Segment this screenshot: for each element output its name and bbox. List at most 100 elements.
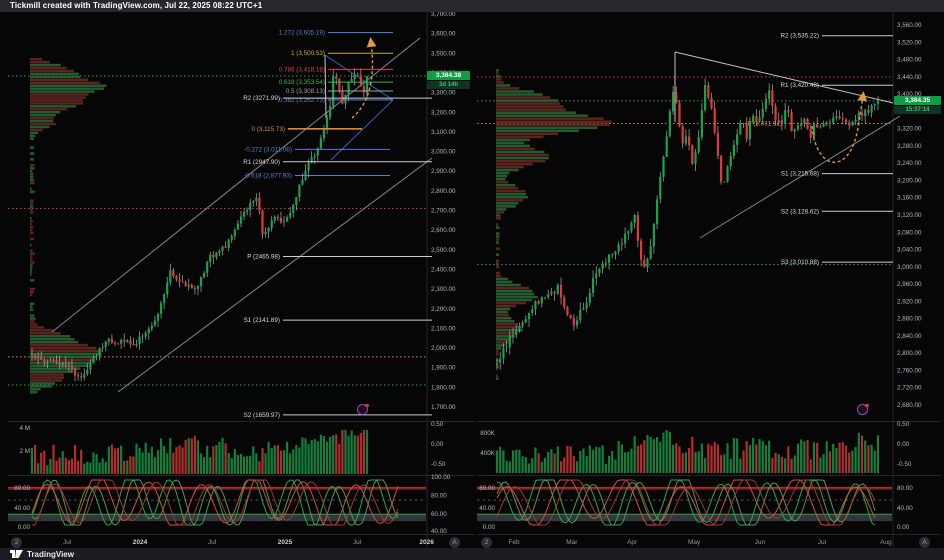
auto-scale-button[interactable]: A xyxy=(449,537,460,548)
time-tick: 2024 xyxy=(133,539,148,546)
fib-label: 0.5 (3,308.13) xyxy=(286,88,325,95)
fib-label: 0.786 (3,418.18) xyxy=(279,66,325,73)
price-tick: 2,200.00 xyxy=(431,306,456,313)
event-marker-icon[interactable] xyxy=(357,403,369,415)
time-tick: Jul xyxy=(208,539,217,546)
price-tick: 3,040.00 xyxy=(897,247,922,254)
price-tick: 2,880.00 xyxy=(897,316,922,323)
svg-text:0.00: 0.00 xyxy=(897,441,910,448)
price-tick: 3,240.00 xyxy=(897,160,922,167)
price-tick: 3,520.00 xyxy=(897,39,922,46)
fib-label: -0.272 (3,011.06) xyxy=(244,146,292,153)
fib-label: 0.382 (3,262.73) xyxy=(279,97,325,104)
price-tick: 3,440.00 xyxy=(897,74,922,81)
fib-label: -0.618 (2,877.93) xyxy=(244,173,292,180)
price-tick: 2,700.00 xyxy=(431,208,456,215)
price-tick: 3,280.00 xyxy=(897,143,922,150)
price-tick: 3,200.00 xyxy=(431,109,456,116)
fib-label: 0.618 (3,353.54) xyxy=(279,79,325,86)
pivot-label: S3 (3,010.88) xyxy=(781,259,819,266)
pivot-label: R2 (3271.99) xyxy=(243,95,280,102)
price-tick: 3,500.00 xyxy=(431,50,456,57)
price-tick: 3,120.00 xyxy=(897,212,922,219)
price-tick: 3,400.00 xyxy=(897,91,922,98)
event-marker-icon[interactable] xyxy=(857,403,869,415)
svg-text:400K: 400K xyxy=(480,450,496,457)
last-price-badge-right: 3,384.35 xyxy=(894,96,941,105)
pivot-label: P (2465.98) xyxy=(247,253,280,260)
pivot-label: S1 (2141.89) xyxy=(244,317,280,324)
fib-label: 1 (3,500.53) xyxy=(291,50,325,57)
svg-text:60.00: 60.00 xyxy=(431,511,447,518)
svg-text:4 M: 4 M xyxy=(20,425,31,432)
pivot-label: S1 (3,215.68) xyxy=(781,171,819,178)
price-tick: 3,000.00 xyxy=(431,149,456,156)
price-tick: 2,400.00 xyxy=(431,266,456,273)
svg-text:2 M: 2 M xyxy=(20,448,31,455)
time-tick: Aug xyxy=(880,539,892,546)
time-tick: Jun xyxy=(755,539,766,546)
svg-text:40.00: 40.00 xyxy=(897,505,913,512)
pivot-label: P (3,331.92) xyxy=(747,120,782,127)
price-tick: 3,300.00 xyxy=(431,90,456,97)
footer-bar: TradingView xyxy=(0,548,944,560)
svg-text:80.00: 80.00 xyxy=(431,493,447,500)
svg-text:-0.50: -0.50 xyxy=(897,461,912,468)
svg-text:100.00: 100.00 xyxy=(431,474,451,481)
price-tick: 3,160.00 xyxy=(897,195,922,202)
svg-text:80.00: 80.00 xyxy=(897,485,913,492)
price-tick: 2,800.00 xyxy=(897,350,922,357)
time-tick: May xyxy=(688,539,701,546)
price-tick: 3,560.00 xyxy=(897,22,922,29)
price-tick: 3,600.00 xyxy=(431,31,456,38)
watermark-text: Tickmill created with TradingView.com, J… xyxy=(10,1,263,10)
price-tick: 2,760.00 xyxy=(897,367,922,374)
price-tick: 2,840.00 xyxy=(897,333,922,340)
pivot-label: R1 (3,420.48) xyxy=(780,82,819,89)
price-tick: 3,700.00 xyxy=(431,11,456,18)
price-tick: 3,320.00 xyxy=(897,126,922,133)
svg-text:0.50: 0.50 xyxy=(431,421,444,428)
svg-text:0.50: 0.50 xyxy=(897,421,910,428)
time-tick: Feb xyxy=(508,539,520,546)
price-tick: 3,000.00 xyxy=(897,264,922,271)
footer-brand[interactable]: TradingView xyxy=(27,549,74,559)
svg-text:0.00: 0.00 xyxy=(483,524,496,531)
last-price-badge-left: 3,384.38 xyxy=(427,71,470,80)
price-tick: 1,900.00 xyxy=(431,365,456,372)
indicator-legend-toggle[interactable]: 2 xyxy=(481,537,492,548)
svg-text:0.00: 0.00 xyxy=(18,524,31,531)
price-tick: 3,080.00 xyxy=(897,229,922,236)
time-tick: 2026 xyxy=(419,539,434,546)
price-tick: 3,100.00 xyxy=(431,129,456,136)
price-tick: 2,920.00 xyxy=(897,298,922,305)
price-tick: 2,800.00 xyxy=(431,188,456,195)
time-tick: Jul xyxy=(63,539,72,546)
svg-text:80.00: 80.00 xyxy=(479,485,495,492)
price-tick: 2,000.00 xyxy=(431,345,456,352)
price-tick: 2,300.00 xyxy=(431,286,456,293)
svg-text:-0.50: -0.50 xyxy=(431,461,446,468)
price-tick: 2,720.00 xyxy=(897,385,922,392)
time-tick: Jul xyxy=(353,539,362,546)
tradingview-logo-icon[interactable] xyxy=(10,549,23,559)
price-tick: 1,800.00 xyxy=(431,384,456,391)
time-tick: Mar xyxy=(566,539,578,546)
svg-text:0.00: 0.00 xyxy=(431,441,444,448)
auto-scale-button[interactable]: A xyxy=(919,537,930,548)
bar-countdown-left: 3d 14h xyxy=(427,80,470,89)
fib-label: 1.272 (3,605.19) xyxy=(279,30,325,37)
price-tick: 2,600.00 xyxy=(431,227,456,234)
time-tick: 2025 xyxy=(278,539,293,546)
svg-text:800K: 800K xyxy=(480,430,496,437)
svg-text:0.00: 0.00 xyxy=(897,524,910,531)
chart-panel-left: 1.272 (3,605.19) 1 (3,500.53) 0.786 (3,418… xyxy=(8,11,475,547)
price-tick: 2,680.00 xyxy=(897,402,922,409)
chart-panel-right: P (3,331.92) R2 (3,535.22) R1 (3,420.48) S1… xyxy=(477,12,941,547)
bar-countdown-right: 15:37:14 xyxy=(894,105,941,114)
svg-text:40.00: 40.00 xyxy=(431,528,447,535)
price-tick: 3,480.00 xyxy=(897,57,922,64)
indicator-legend-toggle[interactable]: 2 xyxy=(11,537,22,548)
